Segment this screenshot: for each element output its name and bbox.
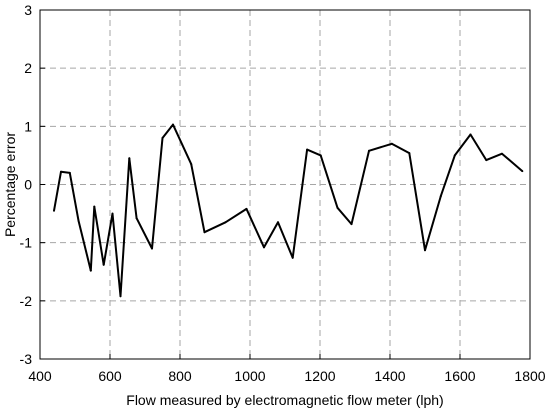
data-point xyxy=(453,154,456,157)
data-point xyxy=(161,137,164,139)
data-point xyxy=(119,295,122,298)
x-tick-label: 1000 xyxy=(234,368,265,384)
y-axis-ticks: -3 -2 -1 0 1 2 3 xyxy=(20,2,45,367)
data-point xyxy=(263,246,265,249)
data-point xyxy=(53,209,55,212)
y-tick-label: 1 xyxy=(24,118,32,134)
x-tick-label: 1600 xyxy=(444,368,475,384)
data-point xyxy=(245,207,248,210)
data-point xyxy=(291,256,294,259)
x-tick-label: 600 xyxy=(98,368,122,384)
data-point xyxy=(172,123,174,126)
y-tick-label: 2 xyxy=(24,60,32,76)
data-point xyxy=(77,219,80,222)
data-point xyxy=(485,159,488,162)
y-tick-label: -1 xyxy=(20,235,33,251)
x-axis-ticks: 400 600 800 1000 1200 1400 1600 1800 xyxy=(28,354,546,384)
data-point xyxy=(390,142,393,145)
y-tick-label: -3 xyxy=(20,351,33,367)
data-point xyxy=(368,149,370,152)
y-tick-label: 3 xyxy=(24,2,32,18)
y-tick-label: -2 xyxy=(20,293,33,309)
data-point xyxy=(60,170,62,173)
data-points xyxy=(53,123,524,298)
data-point xyxy=(135,217,138,220)
data-point xyxy=(501,152,503,155)
data-point xyxy=(203,231,206,234)
x-tick-label: 1800 xyxy=(514,368,545,384)
data-point xyxy=(521,170,524,173)
data-point xyxy=(319,154,322,157)
data-point xyxy=(336,206,339,209)
data-point xyxy=(151,247,153,250)
y-axis-label: Percentage error xyxy=(2,132,18,237)
horizontal-gridlines xyxy=(40,67,530,302)
data-point xyxy=(102,263,105,266)
data-point xyxy=(469,133,472,136)
data-point xyxy=(350,223,353,226)
data-point xyxy=(408,152,411,155)
data-point xyxy=(128,157,131,160)
data-point xyxy=(277,221,279,224)
x-tick-label: 1200 xyxy=(304,368,335,384)
data-point xyxy=(190,163,193,166)
data-point xyxy=(89,269,92,272)
data-point xyxy=(306,148,309,151)
data-point xyxy=(68,171,71,174)
y-tick-label: 0 xyxy=(24,177,32,193)
data-point xyxy=(93,205,96,208)
data-point xyxy=(224,221,227,224)
data-point xyxy=(111,212,114,215)
x-tick-label: 1400 xyxy=(374,368,405,384)
data-point xyxy=(424,249,426,252)
data-point xyxy=(439,195,442,198)
x-axis-label: Flow measured by electromagnetic flow me… xyxy=(126,392,443,408)
x-tick-label: 800 xyxy=(168,368,192,384)
x-tick-label: 400 xyxy=(28,368,52,384)
